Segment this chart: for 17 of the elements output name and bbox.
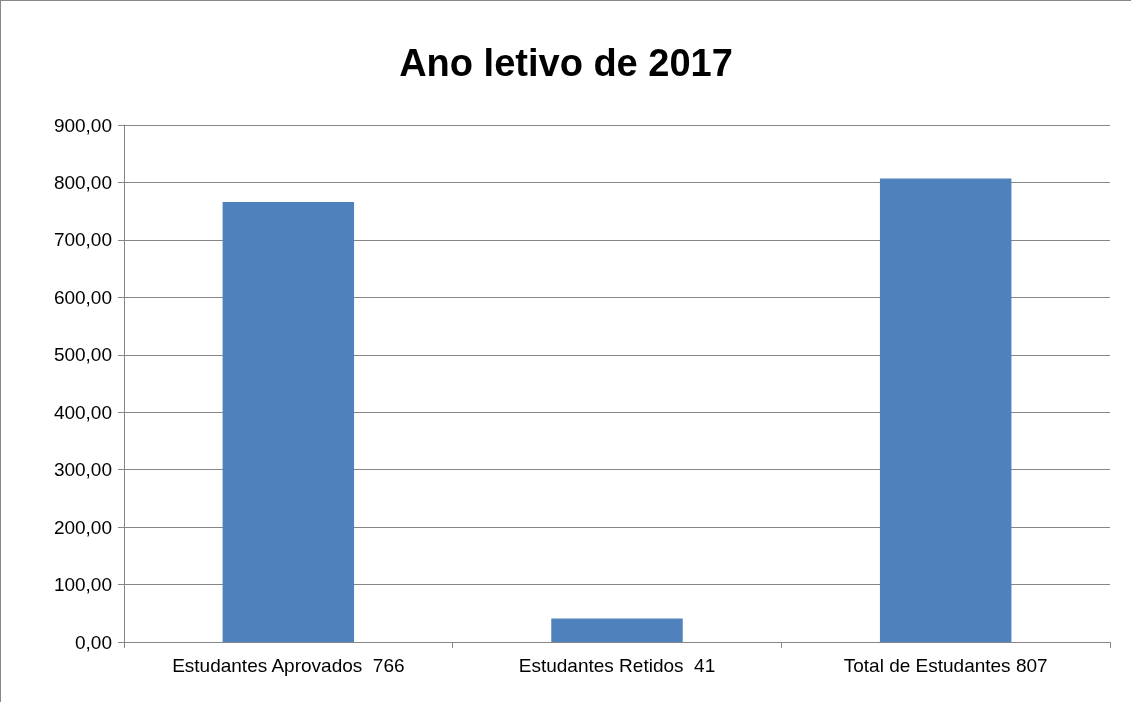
x-tick-label: Estudantes Aprovados 766 — [172, 655, 405, 676]
x-tick-label: Estudantes Retidos 41 — [518, 655, 716, 676]
y-tick-label: 700,00 — [53, 229, 112, 251]
chart-title: Ano letivo de 2017 — [399, 42, 733, 84]
bar — [551, 618, 683, 642]
y-tick-label: 900,00 — [53, 114, 112, 136]
y-tick-label: 0,00 — [75, 631, 112, 653]
y-tick-label: 200,00 — [53, 516, 112, 538]
y-tick-label: 400,00 — [53, 401, 112, 423]
bar — [879, 178, 1012, 642]
y-tick-label: 100,00 — [53, 574, 112, 596]
y-tick-label: 600,00 — [53, 286, 112, 308]
y-tick-label: 500,00 — [53, 344, 112, 366]
y-tick-label: 800,00 — [53, 171, 112, 193]
y-tick-label: 300,00 — [53, 459, 112, 481]
x-tick-label: Total de Estudantes 807 — [843, 655, 1048, 676]
bar — [222, 201, 355, 642]
